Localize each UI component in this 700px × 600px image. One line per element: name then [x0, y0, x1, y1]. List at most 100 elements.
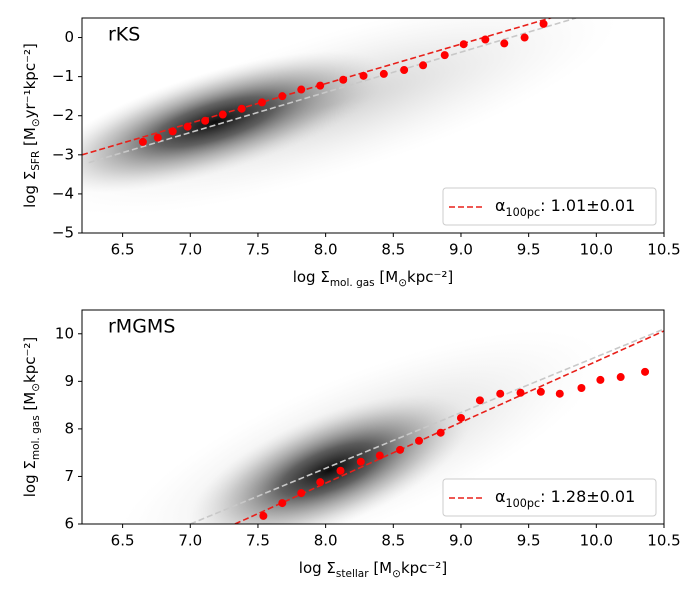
- y-tick-label: −2: [52, 106, 74, 124]
- x-tick-label: 9.5: [517, 532, 541, 550]
- y-tick-label: 7: [64, 467, 74, 485]
- binned-point: [379, 69, 388, 78]
- x-axis-label-part: ⊙: [398, 277, 407, 289]
- x-axis-label-part: kpc⁻²]: [407, 268, 453, 286]
- binned-point: [339, 75, 348, 84]
- x-axis-label: log Σmol. gas [M⊙kpc⁻²]: [293, 268, 454, 290]
- binned-point: [616, 373, 625, 382]
- binned-point: [168, 127, 177, 136]
- binned-point: [356, 457, 365, 466]
- x-tick-label: 10.5: [647, 532, 680, 550]
- y-axis-label-part: ⊙: [30, 118, 42, 127]
- binned-point: [641, 367, 650, 376]
- binned-point: [278, 499, 287, 508]
- binned-point: [183, 122, 192, 131]
- binned-point: [396, 445, 405, 454]
- binned-point: [516, 388, 525, 397]
- legend-label: α100pc: 1.01±0.01: [495, 196, 635, 219]
- binned-point: [459, 40, 468, 49]
- x-tick-label: 8.5: [381, 532, 405, 550]
- y-axis-label-part: SFR: [30, 151, 42, 171]
- legend-label-part: 100pc: [506, 206, 541, 219]
- reference-line: [189, 328, 664, 524]
- x-tick-label: 10.0: [580, 532, 613, 550]
- axes-frame: [81, 309, 665, 525]
- x-tick-label: 6.5: [111, 241, 135, 259]
- binned-point: [456, 413, 465, 422]
- legend: [442, 187, 657, 226]
- x-tick-label: 7.5: [246, 532, 270, 550]
- y-axis-label-part: log Σ: [21, 460, 39, 497]
- y-axis-label-part: log Σ: [21, 171, 39, 208]
- binned-point: [218, 110, 227, 119]
- y-tick-label: 10: [55, 324, 74, 342]
- binned-point: [297, 489, 306, 498]
- legend-label-part: α: [495, 487, 506, 506]
- x-tick-label: 10.0: [580, 241, 613, 259]
- x-tick-label: 7.0: [178, 241, 202, 259]
- x-tick-label: 8.0: [314, 241, 338, 259]
- binned-point: [316, 81, 325, 90]
- binned-point: [400, 65, 409, 74]
- binned-point: [316, 478, 325, 487]
- binned-point: [336, 466, 345, 475]
- binned-point: [520, 33, 529, 42]
- binned-point: [440, 51, 449, 60]
- legend-label-part: 100pc: [506, 497, 541, 510]
- panel-title: rKS: [108, 24, 140, 46]
- binned-point: [153, 133, 162, 142]
- x-tick-label: 10.5: [647, 241, 680, 259]
- x-axis-label-part: log Σ: [293, 268, 330, 286]
- x-axis-label-part: ⊙: [392, 568, 401, 580]
- legend-label: α100pc: 1.28±0.01: [495, 487, 635, 510]
- y-axis-label-part: kpc⁻²]: [21, 337, 39, 383]
- binned-point: [475, 396, 484, 405]
- y-tick-label: −1: [52, 67, 74, 85]
- y-tick-label: 9: [64, 372, 74, 390]
- panel-title: rMGMS: [108, 316, 175, 338]
- x-tick-label: 9.0: [449, 241, 473, 259]
- binned-point: [258, 98, 267, 107]
- x-tick-label: 8.5: [381, 241, 405, 259]
- x-axis-label-part: [M: [369, 559, 393, 577]
- x-tick-label: 6.5: [111, 532, 135, 550]
- reference-line: [88, 18, 577, 164]
- y-axis-label: log Σmol. gas [M⊙kpc⁻²]: [21, 337, 43, 498]
- legend-box: [442, 478, 657, 517]
- legend-label-part: α: [495, 196, 506, 215]
- y-axis-label-part: [M: [21, 127, 39, 151]
- x-axis-label-part: [M: [375, 268, 399, 286]
- fit-line: [234, 330, 664, 524]
- y-tick-label: −4: [52, 184, 74, 202]
- binned-point: [278, 92, 287, 101]
- legend-label-part: : 1.01±0.01: [540, 196, 635, 215]
- binned-point: [496, 389, 505, 398]
- y-axis-label: log ΣSFR [M⊙yr⁻¹kpc⁻²]: [21, 43, 43, 208]
- y-tick-label: 6: [64, 515, 74, 533]
- binned-point: [237, 104, 246, 113]
- y-tick-label: −3: [52, 145, 74, 163]
- y-tick-label: 0: [64, 28, 74, 46]
- binned-point: [500, 39, 509, 48]
- y-tick-label: 8: [64, 419, 74, 437]
- x-axis-label-part: log Σ: [299, 559, 336, 577]
- y-axis-label-part: [M: [21, 392, 39, 416]
- binned-point: [259, 511, 268, 520]
- binned-point: [436, 428, 445, 437]
- legend-box: [442, 187, 657, 226]
- binned-point: [577, 383, 586, 392]
- binned-point: [555, 389, 564, 398]
- binned-point: [138, 137, 147, 146]
- axes-frame: [81, 17, 665, 234]
- x-axis-label-part: mol. gas: [330, 277, 375, 289]
- density-background: [117, 330, 603, 524]
- binned-point: [419, 61, 428, 70]
- y-tick-label: −5: [52, 224, 74, 242]
- binned-point: [297, 85, 306, 94]
- x-axis-label-part: stellar: [336, 568, 369, 580]
- x-tick-label: 9.5: [517, 241, 541, 259]
- binned-point: [539, 19, 548, 28]
- x-tick-label: 7.5: [246, 241, 270, 259]
